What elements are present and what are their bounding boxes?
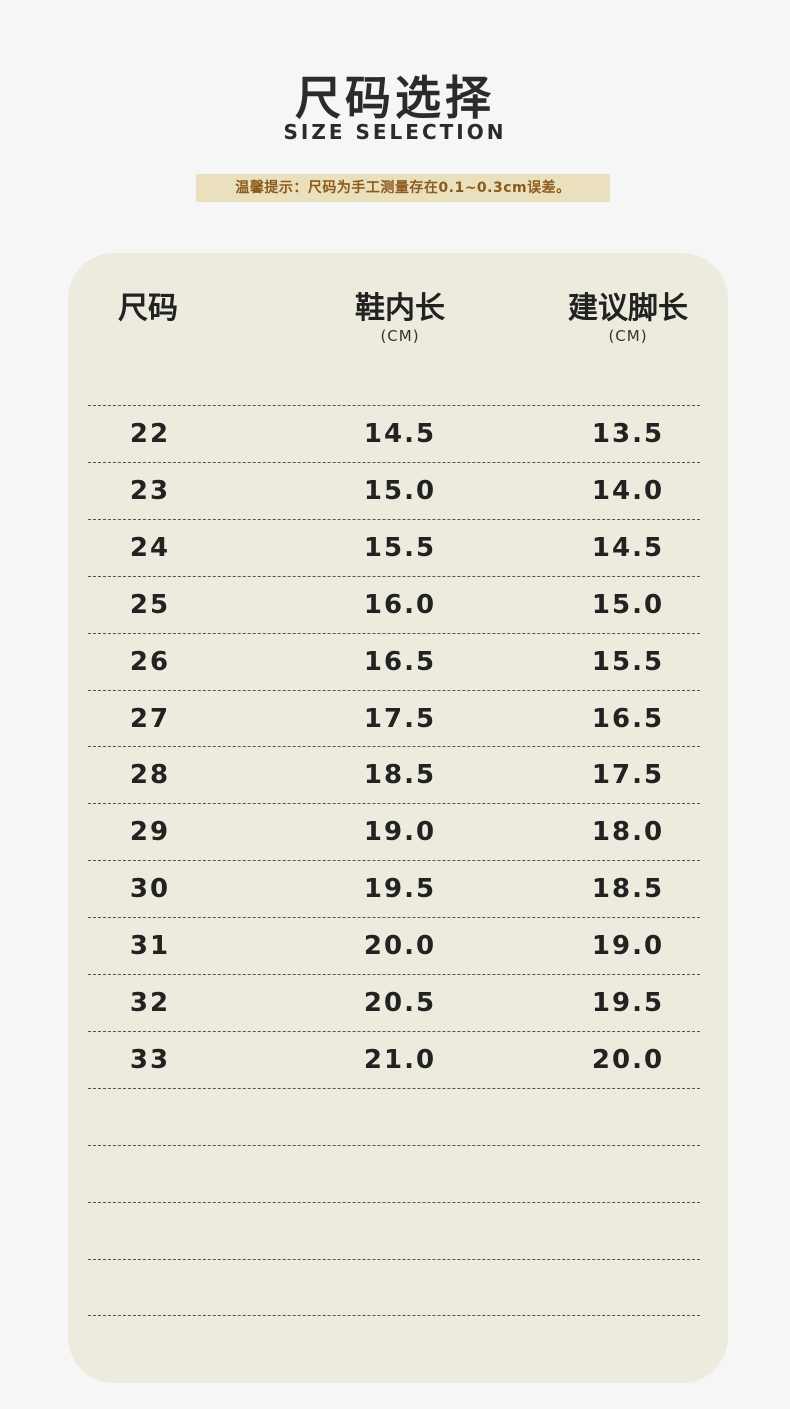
row-divider: [88, 1144, 700, 1146]
foot-length-cell: 19.0: [591, 931, 665, 962]
row-divider: [88, 1258, 700, 1260]
column-header-shoe-length: 鞋内长: [355, 291, 445, 326]
row-divider: [88, 917, 700, 919]
foot-length-cell: 15.0: [591, 589, 665, 620]
size-cell: 31: [129, 931, 171, 962]
row-divider: [88, 405, 700, 406]
shoe-length-cell: 15.0: [363, 475, 437, 506]
table-row: 23 15.0 14.0: [68, 462, 728, 519]
column-header-foot-length: 建议脚长: [568, 291, 688, 326]
foot-length-cell: 15.5: [591, 646, 665, 677]
row-divider: [88, 1201, 700, 1203]
size-cell: 28: [129, 760, 171, 791]
size-cell: 33: [129, 1044, 171, 1075]
column-unit: (CM): [380, 327, 420, 345]
row-divider: [88, 860, 700, 862]
shoe-length-cell: 16.5: [363, 646, 437, 677]
table-row: 25 16.0 15.0: [68, 576, 728, 633]
size-cell: 22: [129, 419, 171, 449]
table-row: 22 14.5 13.5: [68, 405, 728, 462]
row-divider: [88, 632, 700, 634]
column-header-size: 尺码: [118, 291, 178, 326]
table-row: 26 16.5 15.5: [68, 633, 728, 690]
shoe-length-cell: 20.0: [363, 931, 437, 962]
size-cell: 24: [129, 532, 171, 563]
foot-length-cell: 14.0: [591, 475, 665, 506]
measurement-notice: 温馨提示：尺码为手工测量存在0.1~0.3cm误差。: [196, 174, 610, 202]
table-row: 24 15.5 14.5: [68, 519, 728, 576]
size-cell: 25: [129, 589, 171, 620]
row-divider: [88, 1030, 700, 1032]
table-row: 31 20.0 19.0: [68, 917, 728, 974]
foot-length-cell: 14.5: [591, 532, 665, 563]
foot-length-cell: 17.5: [591, 760, 665, 791]
table-row: 33 21.0 20.0: [68, 1031, 728, 1088]
row-divider: [88, 974, 700, 975]
size-cell: 32: [129, 988, 171, 1018]
size-cell: 29: [129, 817, 171, 848]
row-divider: [88, 575, 700, 577]
row-divider: [88, 518, 700, 520]
row-divider: [88, 1087, 700, 1089]
shoe-length-cell: 19.0: [363, 817, 437, 848]
row-divider: [88, 461, 700, 463]
shoe-length-cell: 21.0: [363, 1044, 437, 1075]
size-cell: 27: [129, 703, 171, 734]
size-cell: 30: [129, 874, 171, 905]
size-cell: 26: [129, 646, 171, 677]
foot-length-cell: 16.5: [591, 703, 665, 734]
foot-length-cell: 19.5: [591, 988, 665, 1018]
table-row: 32 20.5 19.5: [68, 974, 728, 1031]
shoe-length-cell: 17.5: [363, 703, 437, 734]
row-divider: [88, 1315, 700, 1317]
foot-length-cell: 20.0: [591, 1044, 665, 1075]
shoe-length-cell: 16.0: [363, 589, 437, 620]
table-row: 29 19.0 18.0: [68, 803, 728, 860]
page-subtitle: SIZE SELECTION: [283, 120, 507, 144]
shoe-length-cell: 18.5: [363, 760, 437, 791]
page-title: 尺码选择: [295, 71, 495, 125]
table-row: 28 18.5 17.5: [68, 746, 728, 803]
row-divider: [88, 689, 700, 691]
row-divider: [88, 746, 700, 748]
foot-length-cell: 18.0: [591, 817, 665, 848]
foot-length-cell: 13.5: [591, 419, 665, 449]
table-row: 27 17.5 16.5: [68, 690, 728, 747]
row-divider: [88, 803, 700, 805]
shoe-length-cell: 19.5: [363, 874, 437, 905]
size-table: 尺码 鞋内长 (CM) 建议脚长 (CM) 22 14.5 13.5 23 15.0 14…: [68, 253, 728, 1383]
shoe-length-cell: 20.5: [363, 988, 437, 1018]
shoe-length-cell: 14.5: [363, 419, 437, 449]
column-unit: (CM): [608, 327, 648, 345]
foot-length-cell: 18.5: [591, 874, 665, 905]
table-row: 30 19.5 18.5: [68, 860, 728, 917]
size-cell: 23: [129, 475, 171, 506]
shoe-length-cell: 15.5: [363, 532, 437, 563]
